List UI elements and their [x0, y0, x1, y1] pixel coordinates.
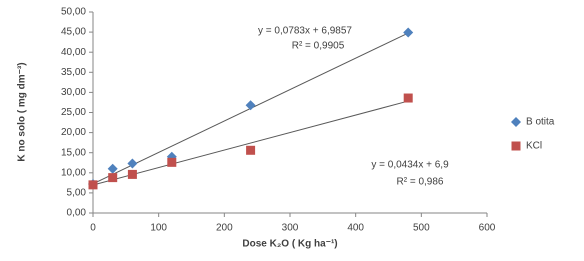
x-tick-label: 300	[282, 223, 299, 234]
x-axis-title: Dose K₂O ( Kg ha⁻¹)	[242, 239, 337, 250]
x-tick-label: 500	[413, 223, 430, 234]
legend-label: KCl	[526, 141, 542, 152]
y-tick-label: 0,00	[67, 208, 87, 219]
y-tick-label: 15,00	[61, 147, 86, 158]
y-tick-label: 30,00	[61, 87, 86, 98]
x-tick-label: 400	[347, 223, 364, 234]
point	[403, 27, 414, 38]
point	[107, 163, 118, 174]
y-tick-label: 25,00	[61, 107, 86, 118]
point	[403, 93, 413, 103]
y-tick-label: 5,00	[67, 188, 87, 199]
point	[108, 173, 118, 183]
x-tick-label: 600	[479, 223, 496, 234]
annotation: R² = 0,986	[397, 177, 444, 188]
x-tick-label: 100	[150, 223, 167, 234]
point	[167, 157, 177, 167]
y-tick-label: 45,00	[61, 27, 86, 38]
point	[245, 100, 256, 111]
annotation: R² = 0,9905	[292, 41, 345, 52]
legend-marker	[511, 117, 521, 127]
y-axis-title: K no solo ( mg dm⁻³)	[17, 62, 28, 161]
point	[246, 145, 256, 155]
point	[127, 169, 137, 179]
point	[127, 158, 138, 169]
annotation: y = 0,0783x + 6,9857	[258, 26, 352, 37]
trend-line	[92, 100, 409, 186]
y-tick-label: 40,00	[61, 47, 86, 58]
x-tick-label: 0	[90, 223, 96, 234]
y-tick-label: 10,00	[61, 167, 86, 178]
x-tick-label: 200	[216, 223, 233, 234]
y-tick-label: 20,00	[61, 127, 86, 138]
y-tick-label: 35,00	[61, 67, 86, 78]
legend-label: B otita	[526, 117, 555, 128]
y-tick-label: 50,00	[61, 7, 86, 18]
annotation: y = 0,0434x + 6,9	[371, 160, 449, 171]
point	[88, 180, 98, 190]
legend-marker	[511, 141, 521, 151]
